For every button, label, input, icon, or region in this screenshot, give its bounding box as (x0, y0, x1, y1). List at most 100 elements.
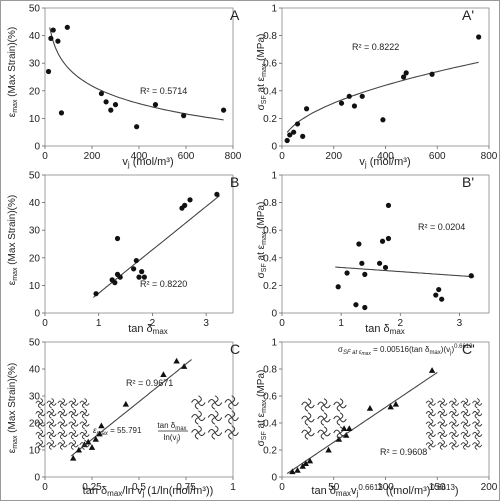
data-point-a-prime (380, 117, 386, 123)
network-strand (79, 439, 90, 450)
network-strand (35, 429, 46, 440)
data-point-c (173, 357, 180, 364)
data-point-c-prime (302, 460, 310, 467)
x-tick-label-b: 2 (150, 318, 156, 329)
network-strand (35, 408, 46, 419)
x-label-c: tan δmax/ln vj (1/ln(mol/m³)) (83, 485, 214, 498)
data-point-a (50, 27, 56, 33)
x-tick-label-a-prime: 0 (279, 151, 285, 162)
panel-c-prime: 0 50 100 150 200 0 0.2 0.4 0.6 0.8 1 C' σSF at εma… (256, 338, 498, 499)
data-point-b (112, 280, 118, 286)
y-tick-label-c-prime: 0.6 (263, 392, 277, 403)
network-diagram-c-right (191, 395, 239, 440)
y-tick-label-c: 40 (29, 365, 41, 376)
network-strand (333, 426, 347, 440)
network-strand (35, 398, 46, 409)
y-tick-label-c-prime: 0.2 (263, 446, 277, 457)
network-strand (460, 398, 471, 409)
network-strand (191, 410, 206, 425)
y-tick-label-b: 50 (29, 171, 41, 182)
data-point-c-prime (299, 463, 306, 469)
network-diagram-c-left (35, 398, 90, 450)
data-point-a (103, 99, 109, 105)
data-point-b-prime (436, 286, 442, 293)
data-point-a (55, 38, 61, 44)
network-strand (57, 439, 68, 450)
panel-label-a-prime: A' (462, 7, 474, 23)
y-label-a-prime: σSF at εmax (MPa) (256, 34, 268, 111)
data-point-b (131, 266, 137, 272)
network-strand (460, 439, 471, 450)
network-strand (207, 395, 223, 410)
x-tick-label-a: 400 (131, 151, 148, 162)
network-strand (437, 439, 448, 450)
data-point-b (117, 274, 123, 280)
data-point-b-prime (385, 235, 392, 242)
network-strand (472, 408, 483, 419)
network-diagram-c-prime-right (425, 398, 483, 450)
r-squared-c: R² = 0.9671 (126, 378, 173, 388)
data-point-b-prime (382, 264, 389, 271)
data-point-a-prime (291, 129, 297, 135)
network-strand (68, 439, 79, 450)
x-tick-label-b: 3 (203, 318, 209, 329)
x-tick-label-b: 0 (42, 318, 48, 329)
x-label-a-prime: vj (mol/m³) (359, 156, 410, 169)
network-strand (425, 408, 436, 419)
data-point-c-prime (289, 468, 296, 475)
x-tick-label-c: 0 (42, 482, 48, 493)
y-tick-label-c-prime: 0 (271, 473, 277, 484)
network-strand (79, 429, 90, 440)
network-strand (448, 429, 460, 440)
trend-line-a (49, 27, 224, 121)
y-label-b-prime: σSF at εmax (MPa) (256, 202, 268, 279)
network-strand (448, 418, 460, 430)
network-strand (472, 398, 483, 409)
y-tick-label-c-prime: 0.4 (263, 419, 277, 430)
data-point-a (152, 102, 159, 108)
panel-label-b: B (230, 174, 239, 190)
network-strand (68, 418, 79, 430)
data-point-b (182, 202, 188, 208)
x-label-a: vj (mol/m³) (122, 156, 173, 169)
data-point-a (181, 113, 187, 119)
data-point-c-prime (387, 403, 394, 410)
network-strand (472, 418, 483, 430)
network-strand (448, 398, 460, 409)
equation-c: εmax = 55.791 (93, 426, 142, 437)
data-point-a-prime (287, 132, 293, 138)
y-tick-label-c: 10 (29, 446, 41, 457)
panel-a-prime: 0 200 400 600 800 0 0.2 0.4 0.6 0.8 1 A' R² = 0.82… (256, 4, 498, 170)
x-tick-label-a: 800 (225, 151, 242, 162)
data-point-b-prime (439, 296, 445, 302)
network-strand (460, 429, 471, 440)
network-strand (460, 408, 471, 419)
y-tick-label-a: 50 (29, 4, 41, 15)
network-strand (46, 418, 57, 430)
y-tick-label-a: 10 (29, 114, 41, 125)
data-point-b-prime (362, 304, 368, 311)
data-point-a (98, 90, 104, 97)
y-tick-label-b: 10 (29, 281, 41, 292)
data-point-b-prime (433, 292, 439, 298)
panel-label-a: A (230, 7, 240, 23)
network-strand (301, 426, 315, 440)
data-point-c (160, 371, 167, 377)
network-strand (425, 429, 436, 440)
network-strand (317, 412, 331, 426)
data-point-a (64, 24, 70, 30)
y-tick-label-a-prime: 0.2 (263, 114, 277, 125)
data-point-c (75, 446, 83, 453)
data-point-c (92, 436, 99, 442)
network-strand (191, 425, 206, 440)
trend-line-a-prime (286, 61, 479, 133)
data-point-b (214, 191, 220, 197)
data-point-a-prime (284, 137, 290, 144)
data-point-c (96, 430, 103, 437)
network-strand (437, 429, 448, 440)
network-strand (425, 439, 436, 450)
y-tick-label-b: 20 (29, 253, 41, 264)
network-diagram-c-prime-left (301, 398, 347, 440)
data-point-c (98, 422, 105, 429)
